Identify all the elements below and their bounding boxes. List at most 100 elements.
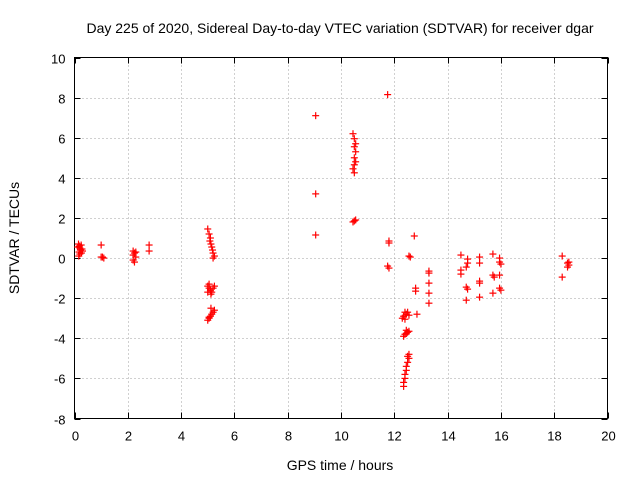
data-point [130,258,138,266]
data-point [464,285,472,293]
y-tick-label: 8 [58,92,65,107]
data-point [476,253,484,261]
data-point [565,258,573,266]
data-point [100,254,108,262]
data-point [350,143,358,151]
x-tick-label: 4 [178,429,185,444]
data-point [489,250,497,258]
data-point [402,366,410,374]
data-point [405,311,413,319]
data-point [496,271,504,279]
y-tick-label: -6 [54,372,66,387]
data-point [425,269,433,277]
data-points [74,91,573,390]
data-point [98,253,106,261]
y-tick-label: 0 [58,252,65,267]
chart-title: Day 225 of 2020, Sidereal Day-to-day VTE… [86,20,593,36]
x-tick-label: 0 [72,429,79,444]
x-tick-label: 6 [231,429,238,444]
x-tick-label: 8 [285,429,292,444]
x-tick-label: 2 [125,429,132,444]
data-point [462,296,470,304]
data-point [413,310,421,318]
y-tick-label: -4 [54,332,66,347]
x-axis-title: GPS time / hours [287,457,394,473]
data-point [205,230,213,238]
data-point [402,329,410,337]
data-point [462,263,470,271]
data-point [207,240,215,248]
data-point [412,287,420,295]
x-tick-label: 16 [494,429,508,444]
data-point [489,289,497,297]
data-point [209,254,217,262]
data-point [404,352,412,360]
data-point [476,259,484,267]
data-point [410,232,418,240]
data-point [425,289,433,297]
data-point [352,148,360,156]
data-point [401,315,409,323]
y-tick-label: 6 [58,132,65,147]
data-point [97,241,105,249]
x-tick-label: 18 [547,429,561,444]
data-point [352,140,360,148]
data-point [312,190,320,198]
data-point [490,273,498,281]
data-point [204,225,212,233]
y-tick-label: -2 [54,292,66,307]
y-tick-labels: -8 -6 -4 -2 0 2 4 6 8 10 [51,52,65,428]
axis-ticks [74,57,609,420]
data-point [400,382,408,390]
data-point [350,154,358,162]
data-point [425,299,433,307]
data-point [352,216,360,224]
data-point [145,247,153,255]
plot-frame [74,57,608,419]
data-point [401,374,409,382]
data-point [564,263,572,271]
data-point [497,260,505,268]
data-point [312,112,320,120]
data-point [349,165,357,173]
x-tick-label: 10 [334,429,348,444]
data-point [350,169,358,177]
data-point [404,308,412,316]
grid-lines [74,57,608,419]
data-point [558,273,566,281]
data-point [206,237,214,245]
data-point [385,264,393,272]
data-point [349,130,357,138]
data-point [145,241,153,249]
data-point [132,248,140,256]
data-point [405,252,413,260]
data-point [205,280,213,288]
data-point [457,251,465,259]
data-point [404,358,412,366]
x-tick-labels: 0 2 4 6 8 10 12 14 16 18 20 [72,429,616,444]
y-tick-label: 2 [58,212,65,227]
data-point [457,270,465,278]
data-point [352,158,360,166]
y-tick-label: 10 [51,52,65,67]
y-axis-title: SDTVAR / TECUs [6,182,22,294]
data-point [350,135,358,143]
x-tick-label: 12 [387,429,401,444]
data-point [497,286,505,294]
data-point [384,91,392,99]
data-point [208,243,216,251]
y-tick-label: 4 [58,172,65,187]
x-tick-label: 14 [441,429,455,444]
data-point [476,279,484,287]
data-point [210,282,218,290]
data-point [464,259,472,267]
data-point [312,231,320,239]
data-point [406,253,414,261]
data-point [350,161,358,169]
data-point [205,313,213,321]
data-point [204,288,212,296]
data-point [207,304,215,312]
data-point [350,217,358,225]
